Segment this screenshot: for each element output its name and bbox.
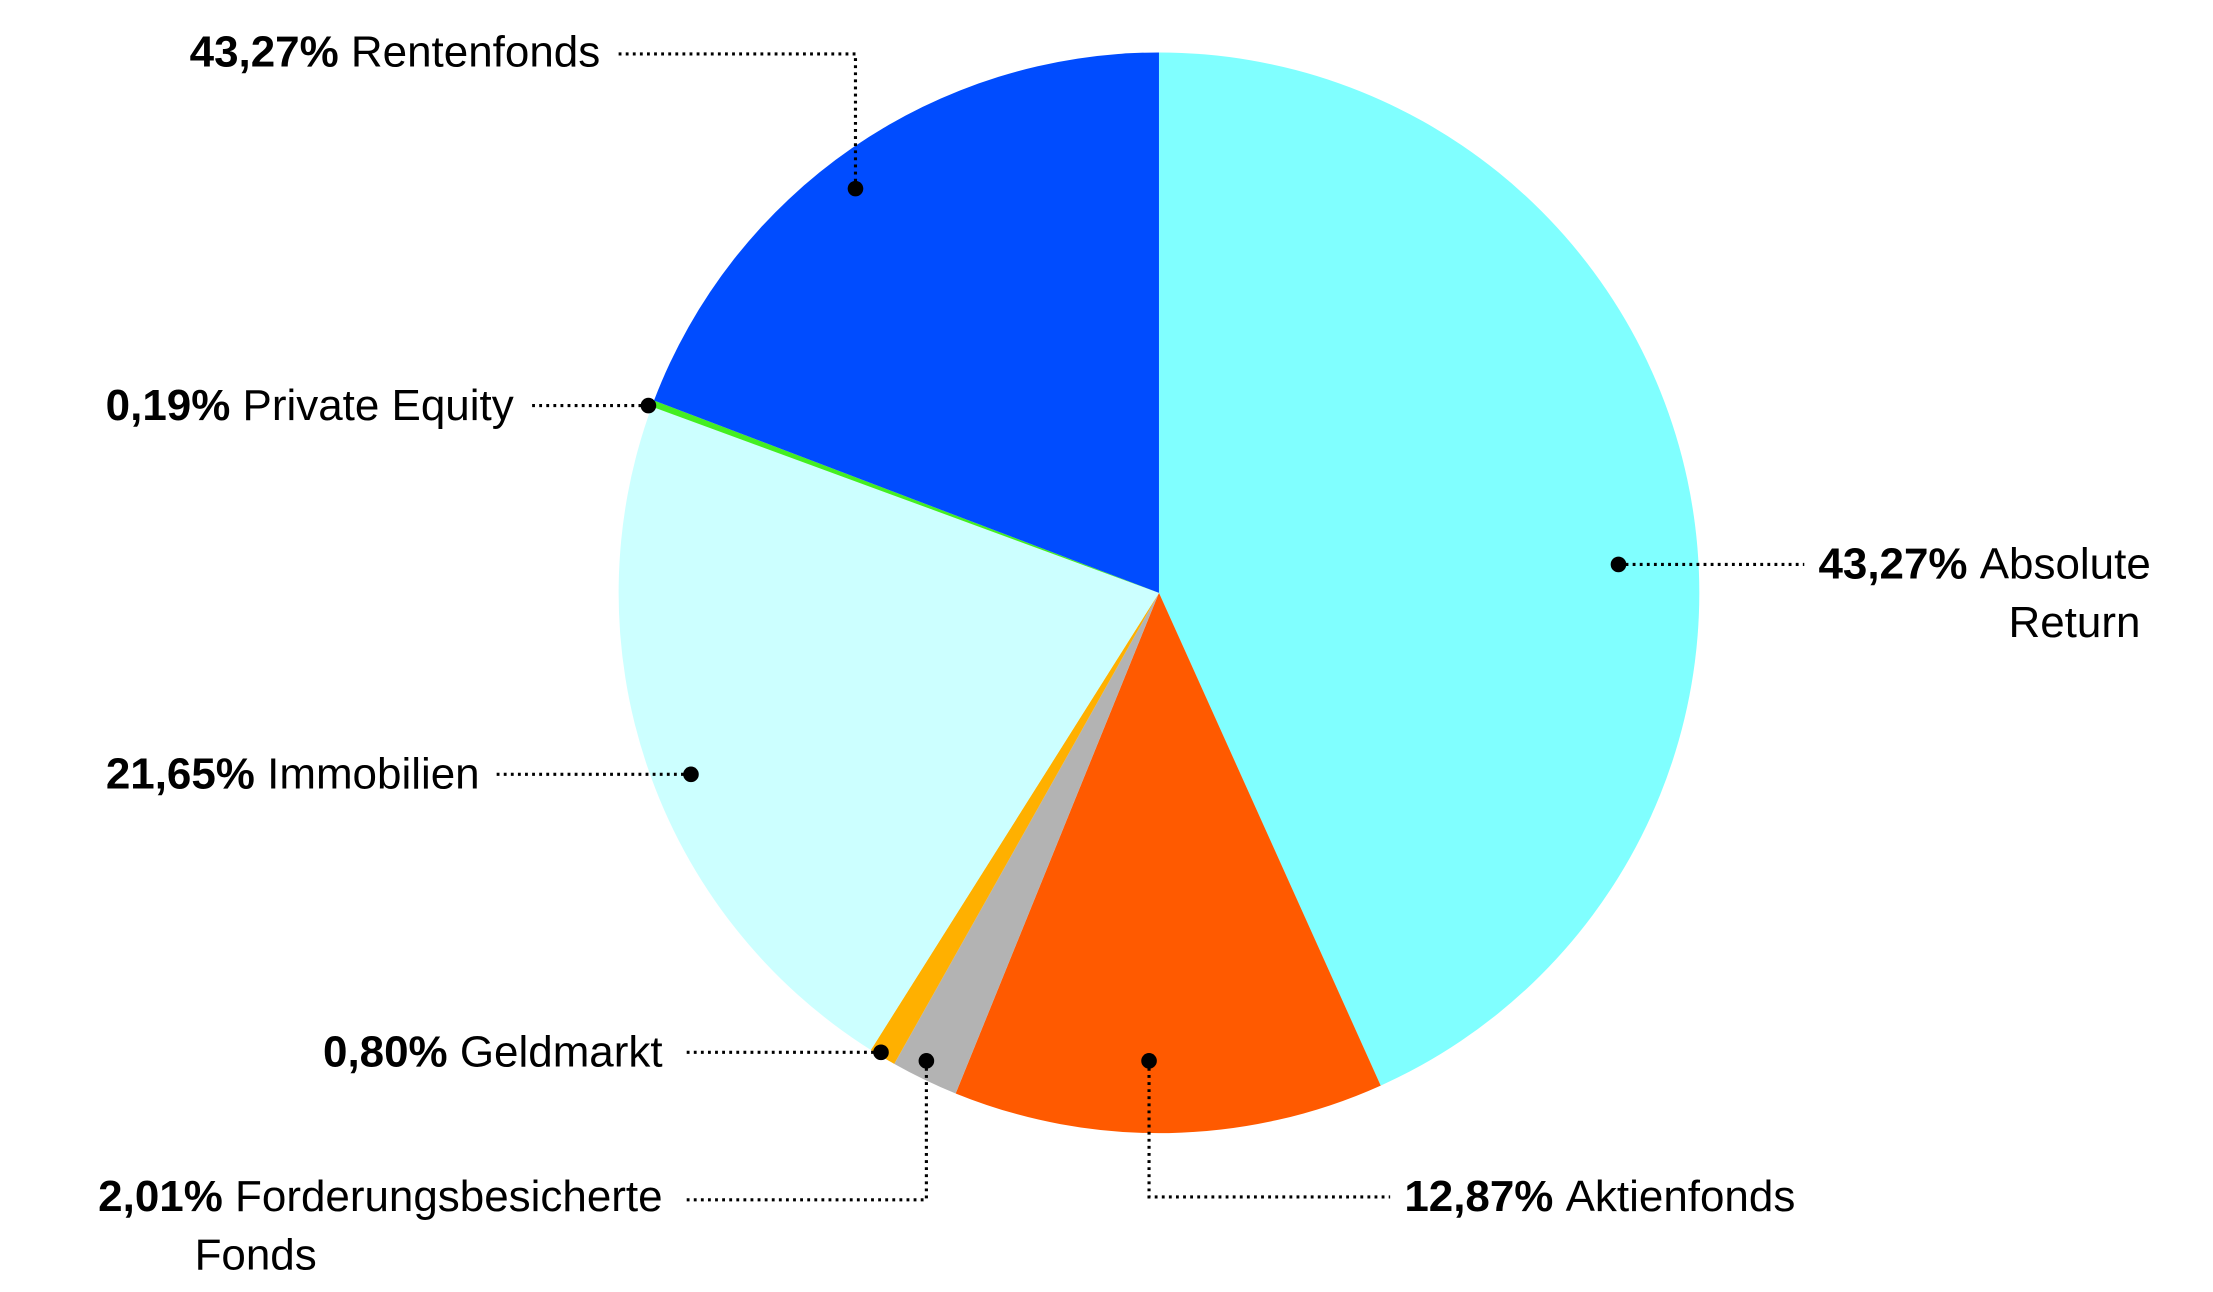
slice-aktienfonds bbox=[955, 592, 1381, 1134]
slice-label: 0,80% Geldmarkt bbox=[323, 1028, 663, 1077]
slice-label: 0,19% Private Equity bbox=[106, 381, 514, 430]
slice-immobilien bbox=[618, 406, 1159, 1050]
label-absolute-return: 43,27% Absolute Return bbox=[1610, 540, 2151, 647]
category-label: Geldmarkt bbox=[460, 1028, 663, 1077]
category-label-line2: Return bbox=[2008, 598, 2140, 647]
slice-label: 43,27% Rentenfonds bbox=[190, 28, 601, 77]
percent-label: 43,27% bbox=[190, 28, 351, 77]
category-label: Rentenfonds bbox=[351, 28, 600, 77]
percent-label: 21,65% bbox=[106, 750, 267, 799]
slice-label: 21,65% Immobilien bbox=[106, 750, 480, 799]
label-rentenfonds: 43,27% Rentenfonds bbox=[190, 28, 864, 197]
label-immobilien: 21,65% Immobilien bbox=[106, 750, 699, 799]
slice-geldmarkt bbox=[870, 592, 1159, 1064]
category-label: Forderungsbesicherte bbox=[235, 1172, 663, 1221]
label-forderungsbesicherte-fonds: 2,01% Forderungsbesicherte Fonds bbox=[98, 1053, 935, 1279]
label-geldmarkt: 0,80% Geldmarkt bbox=[323, 1028, 889, 1077]
category-label: Immobilien bbox=[267, 750, 480, 799]
slice-label: 2,01% Forderungsbesicherte bbox=[98, 1172, 662, 1221]
pie-slices bbox=[618, 52, 1700, 1134]
category-label: Absolute bbox=[1980, 540, 2151, 589]
percent-label: 12,87% bbox=[1404, 1172, 1565, 1221]
leader-dot bbox=[918, 1053, 935, 1069]
slice-label: 12,87% Aktienfonds bbox=[1404, 1172, 1795, 1221]
leader-line bbox=[614, 52, 858, 189]
slice-private-equity bbox=[651, 400, 1159, 593]
percent-label: 43,27% bbox=[1818, 540, 1979, 589]
leader-line bbox=[685, 1060, 928, 1202]
leader-dot bbox=[847, 180, 864, 197]
label-aktienfonds: 12,87% Aktienfonds bbox=[1141, 1053, 1795, 1221]
leader-dot bbox=[873, 1044, 889, 1061]
leader-dot bbox=[640, 397, 657, 414]
leader-dot bbox=[1610, 556, 1627, 573]
leader-dot bbox=[683, 766, 699, 783]
category-label-line2: Fonds bbox=[195, 1230, 317, 1279]
percent-label: 0,80% bbox=[323, 1028, 460, 1077]
percent-label: 2,01% bbox=[98, 1172, 235, 1221]
slice-label: 43,27% Absolute bbox=[1818, 540, 2150, 589]
category-label: Private Equity bbox=[243, 381, 514, 430]
slice-forderungsbesicherte-fonds bbox=[894, 592, 1159, 1094]
slice-absolute-return bbox=[1158, 52, 1700, 1086]
leader-dot bbox=[1141, 1053, 1157, 1069]
pie-labels: 43,27% Absolute Return 12,87% Aktienfonds 2… bbox=[98, 28, 2151, 1280]
category-label: Aktienfonds bbox=[1566, 1172, 1796, 1221]
percent-label: 0,19% bbox=[106, 381, 243, 430]
slice-rentenfonds bbox=[653, 52, 1159, 593]
label-private-equity: 0,19% Private Equity bbox=[106, 381, 657, 430]
